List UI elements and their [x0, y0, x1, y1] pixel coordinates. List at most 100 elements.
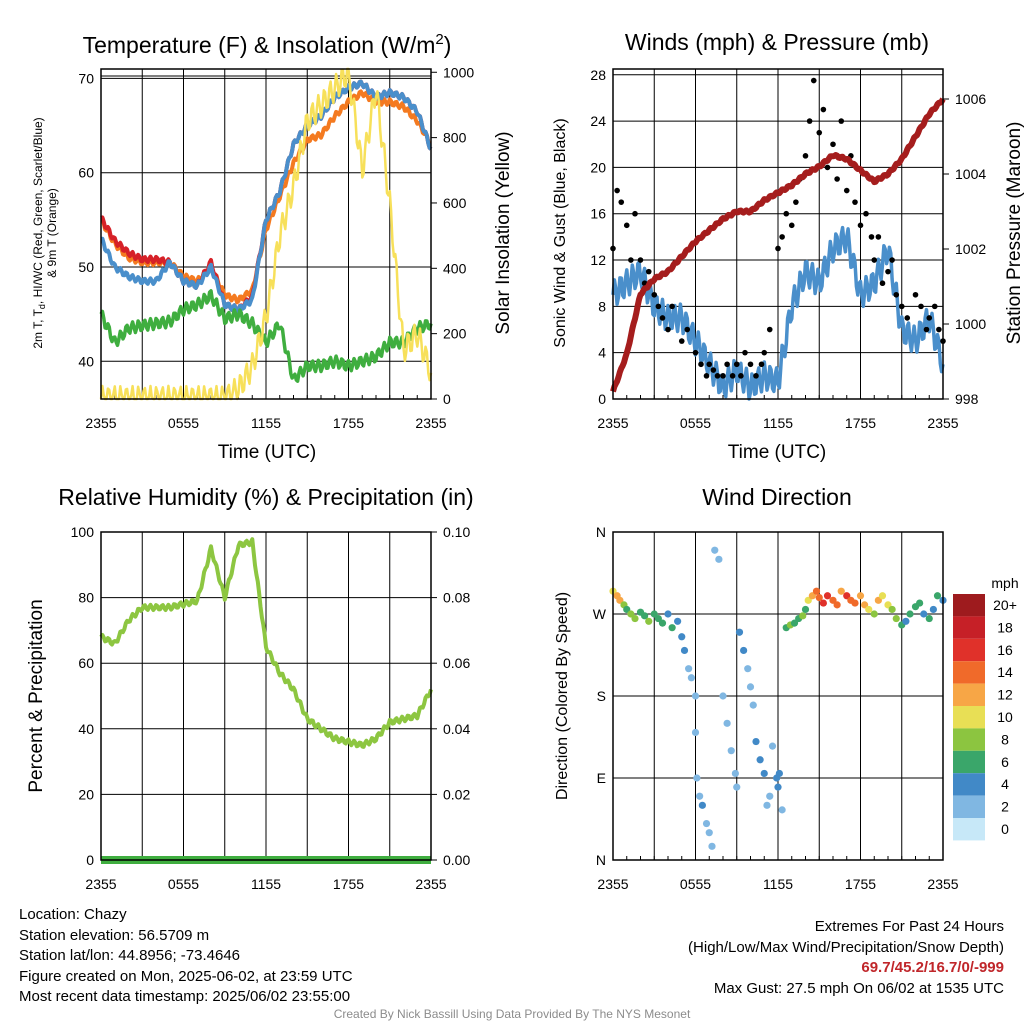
legend-label: 8 [1001, 731, 1009, 747]
legend-label: 20+ [993, 597, 1017, 613]
gust-point [926, 315, 933, 321]
extremes-values: 69.7/45.2/16.7/0/-999 [861, 959, 1004, 976]
humidity-y2-tick-label: 0.00 [443, 852, 470, 868]
direction-point [715, 555, 723, 563]
temperature-plot-border [100, 68, 432, 400]
temperature-x-tick-label: 1155 [251, 415, 281, 431]
direction-point [884, 601, 892, 609]
figure-created: Figure created on Mon, 2025-06-02, at 23… [19, 967, 353, 985]
temperature-y-axis-label-line1: 2m T, Td, HI/WC (Red, Green, Scarlet/Blu… [31, 117, 47, 348]
temperature-y2-tick-label: 800 [443, 130, 467, 146]
wind-direction-y-axis-label: Direction (Colored By Speed) [554, 592, 571, 800]
direction-point [727, 747, 735, 755]
direction-point [902, 617, 910, 625]
direction-point [906, 610, 914, 618]
direction-point [711, 546, 719, 554]
direction-point [691, 728, 700, 737]
winds-x-axis-label: Time (UTC) [728, 442, 827, 463]
direction-point [878, 592, 887, 600]
direction-point [749, 701, 757, 709]
temperature-y-tick-label: 40 [78, 353, 94, 369]
humidity-y-tick-label: 100 [71, 524, 95, 540]
gust-point [834, 176, 840, 182]
temperature-y2-tick-label: 1000 [443, 64, 474, 80]
gust-point [659, 315, 666, 321]
direction-point [696, 792, 704, 800]
direction-point [708, 842, 716, 850]
direction-point [865, 605, 873, 614]
direction-point [819, 599, 827, 607]
temperature-x-tick-label: 0555 [168, 415, 199, 431]
legend-swatch [953, 661, 985, 684]
direction-point [752, 737, 760, 746]
legend-label: 2 [1001, 799, 1009, 815]
legend-label: 16 [997, 642, 1013, 658]
legend-label: 18 [997, 619, 1013, 635]
gust-point [758, 361, 765, 368]
winds-y-tick-label: 8 [598, 298, 606, 314]
humidity-panel-title: Relative Humidity (%) & Precipitation (i… [58, 484, 473, 510]
temperature-y2-tick-label: 0 [443, 391, 451, 407]
direction-point [892, 614, 900, 623]
winds-y-tick-label: 24 [590, 113, 606, 129]
temperature-y-tick-label: 70 [78, 70, 94, 86]
winds-y-tick-label: 4 [598, 345, 606, 361]
station-location: Location: Chazy [19, 906, 127, 923]
direction-point [698, 801, 706, 809]
direction-point [733, 783, 741, 791]
wind-direction-y-tick-label: N [596, 524, 606, 540]
direction-point [631, 614, 639, 623]
direction-point [799, 612, 807, 620]
gust-point [651, 291, 658, 298]
gust-point [692, 349, 699, 356]
gust-point [889, 257, 895, 263]
solar-y-axis-label: Solar Insolation (Yellow) [493, 131, 514, 334]
gust-point [724, 361, 730, 368]
legend-label: 12 [997, 687, 1013, 703]
humidity-x-tick-label: 2355 [415, 876, 446, 892]
winds-y-tick-label: 28 [590, 67, 606, 83]
gust-point [893, 291, 900, 298]
direction-point [650, 610, 658, 618]
humidity-x-tick-label: 1155 [251, 876, 281, 892]
wind-direction-x-tick-label: 1155 [763, 876, 793, 892]
winds-panel: Winds (mph) & Pressure (mb) Time (UTC) S… [552, 29, 1024, 463]
legend-label: 14 [997, 664, 1013, 680]
direction-point [774, 783, 782, 791]
direction-point [768, 742, 777, 750]
extremes-title: Extremes For Past 24 Hours [814, 918, 1004, 935]
gust-point [684, 326, 691, 333]
gust-point [923, 326, 930, 333]
gust-point [852, 199, 858, 205]
winds-y2-tick-label: 998 [955, 391, 979, 407]
temperature-y2-tick-label: 200 [443, 326, 467, 342]
winds-y-tick-label: 16 [590, 206, 606, 222]
wind-direction-x-tick-label: 2355 [597, 876, 628, 892]
direction-point [616, 596, 624, 604]
direction-point [693, 774, 701, 782]
gust-point [885, 268, 891, 275]
gust-point [793, 199, 799, 205]
winds-y-tick-label: 12 [590, 252, 606, 268]
humidity-y-tick-label: 80 [78, 590, 94, 606]
direction-point [705, 829, 713, 837]
humidity-y-axis-label: Percent & Precipitation [26, 599, 47, 792]
direction-point [664, 610, 672, 618]
humidity-y2-tick-label: 0.04 [443, 721, 470, 737]
direction-point [775, 769, 783, 778]
wind-y-axis-label: Sonic Wind & Gust (Blue, Black) [552, 118, 569, 347]
gust-point [871, 257, 878, 263]
temperature-x-tick-label: 2355 [85, 415, 116, 431]
gust-point [868, 234, 875, 240]
gust-point [665, 326, 671, 333]
temperature-x-tick-label: 2355 [415, 415, 446, 431]
humidity-y-tick-label: 0 [86, 852, 94, 868]
wind-direction-panel-title: Wind Direction [702, 484, 852, 510]
direction-point [658, 619, 667, 627]
gust-point [729, 373, 736, 379]
legend-label: 6 [1001, 754, 1009, 770]
temperature-panel-title: Temperature (F) & Insolation (W/m2) [83, 31, 452, 58]
gust-point [623, 222, 630, 229]
gust-point [783, 210, 790, 217]
